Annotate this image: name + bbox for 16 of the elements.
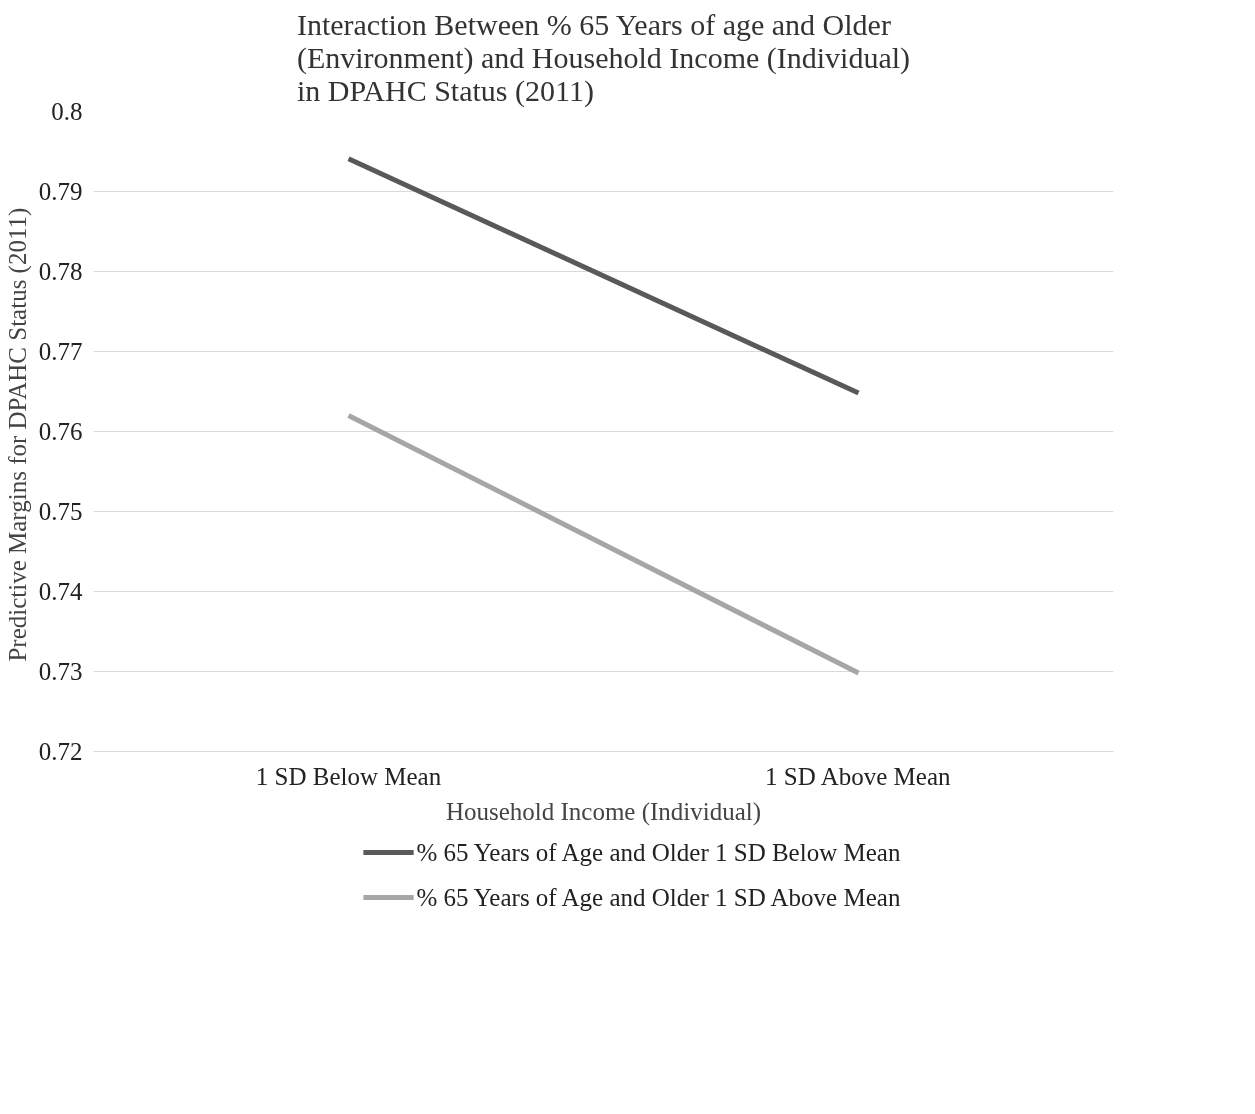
y-tick-label: 0.73 (38, 658, 83, 685)
y-tick-label: 0.74 (38, 578, 83, 605)
x-tick-label: 1 SD Below Mean (255, 762, 442, 790)
x-axis-title: Household Income (Individual) (445, 797, 762, 826)
legend-label: % 65 Years of Age and Older 1 SD Above Mean (416, 884, 901, 911)
x-tick-label: 1 SD Above Mean (765, 762, 952, 790)
y-tick-label: 0.72 (38, 738, 83, 765)
y-tick-label: 0.77 (38, 338, 83, 365)
y-tick-label: 0.75 (38, 498, 83, 525)
chart-title: Interaction Between % 65 Years of age and Older (Environment) and Household Income (Individual) in DPAHC Status (2011) (296, 7, 911, 108)
y-tick-label: 0.78 (38, 258, 83, 285)
y-tick-label: 0.76 (38, 418, 83, 445)
legend-label: % 65 Years of Age and Older 1 SD Below Mean (416, 839, 901, 866)
y-tick-label: 0.8 (51, 98, 83, 125)
y-tick-label: 0.79 (38, 178, 83, 205)
y-axis-title: Predictive Margins for DPAHC Status (2011) (3, 207, 32, 662)
